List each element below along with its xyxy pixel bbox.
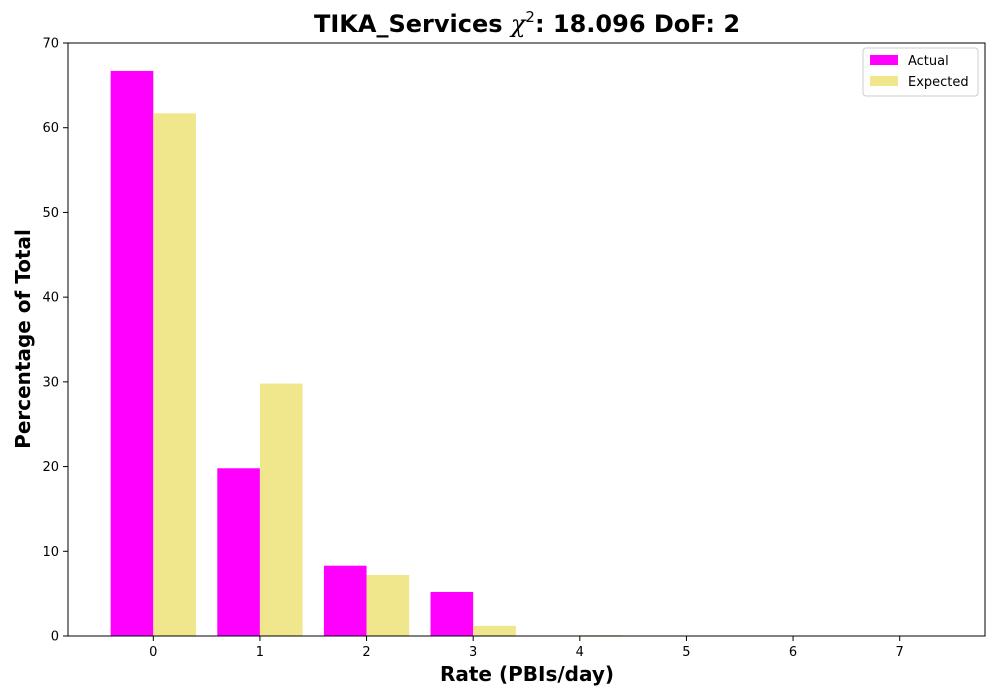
bar-expected-0 [153,113,196,636]
plot-frame [67,42,986,637]
y-tick-label: 0 [51,630,59,645]
y-axis-ticks: 0 10 20 30 40 50 60 70 [42,37,68,645]
bar-actual-3 [430,591,474,636]
legend-swatch-expected [870,76,898,86]
y-tick-label: 30 [42,375,59,390]
bars-group [110,70,623,637]
y-tick-label: 70 [42,37,59,52]
y-axis-title: Percentage of Total [11,229,35,449]
y-tick-label: 60 [42,121,59,136]
bar-expected-3 [473,625,516,636]
x-axis-title: Rate (PBIs/day) [440,662,614,686]
bar-actual-2 [323,565,367,636]
x-tick-label: 2 [362,645,370,660]
y-tick-label: 40 [42,291,59,306]
y-tick-label: 20 [42,460,59,475]
legend-label-expected: Expected [908,75,969,90]
x-axis-ticks: 0 1 2 3 4 5 6 7 [149,636,904,660]
chart-title: TIKA_Services χ2: 18.096 DoF: 2 [314,8,740,38]
bar-actual-0 [110,70,154,637]
y-tick-label: 10 [42,545,59,560]
y-tick-label: 50 [42,206,59,221]
x-tick-label: 1 [256,645,264,660]
legend-label-actual: Actual [908,54,949,69]
x-tick-label: 0 [149,645,157,660]
bar-actual-1 [217,468,260,636]
x-tick-label: 3 [469,645,477,660]
x-tick-label: 5 [682,645,690,660]
legend-swatch-actual [870,55,898,65]
x-tick-label: 6 [789,645,797,660]
bar-expected-1 [259,383,303,636]
x-tick-label: 7 [896,645,904,660]
x-tick-label: 4 [576,645,584,660]
legend: Actual Expected [862,47,979,97]
bar-expected-2 [366,575,410,636]
